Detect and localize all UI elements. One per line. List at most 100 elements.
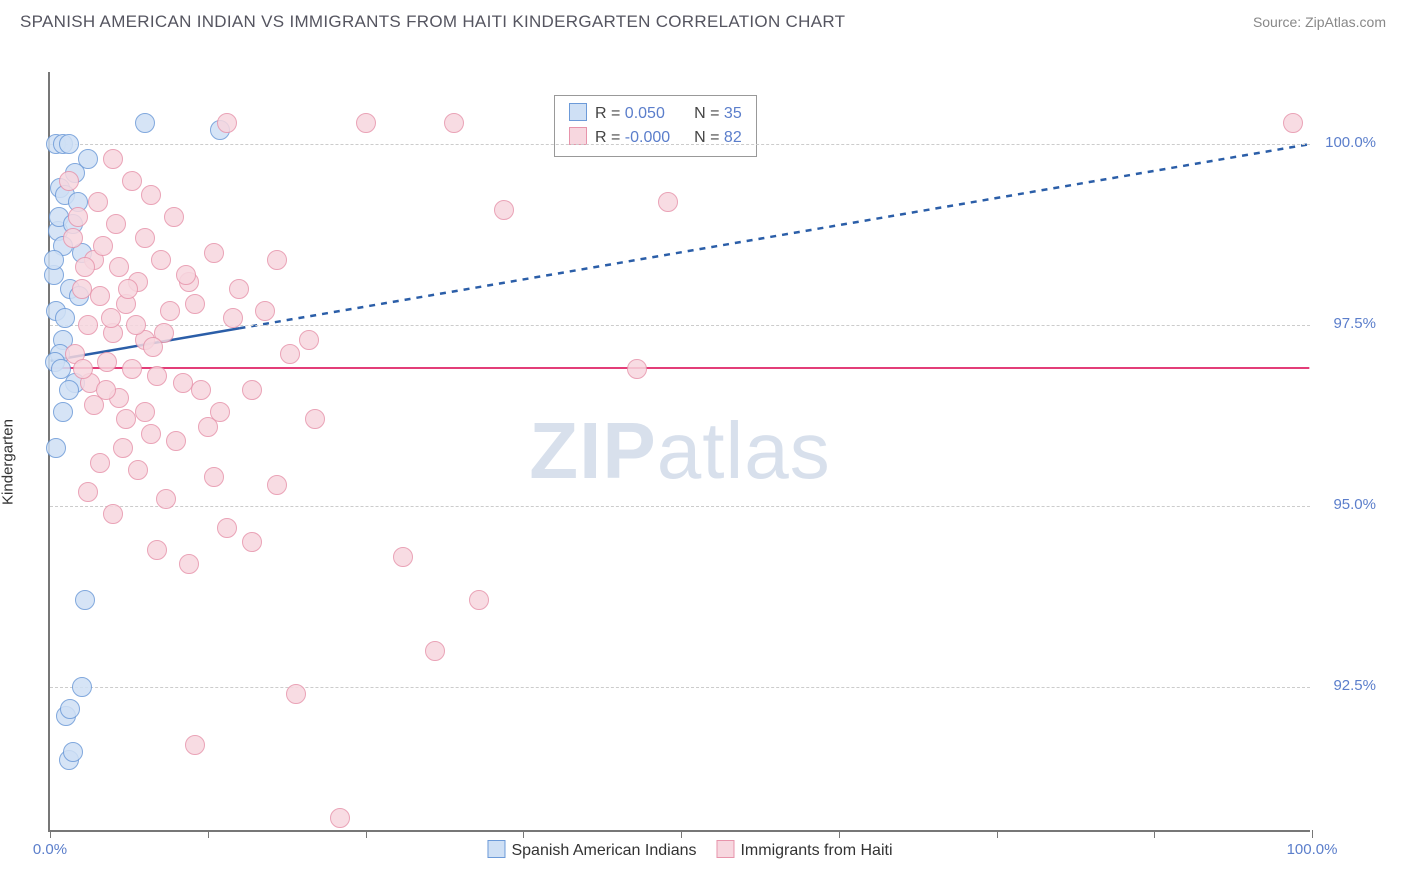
data-point xyxy=(185,735,205,755)
y-tick-label: 97.5% xyxy=(1333,315,1376,332)
data-point xyxy=(330,808,350,828)
data-point xyxy=(444,113,464,133)
data-point xyxy=(93,236,113,256)
data-point xyxy=(116,409,136,429)
legend-item: Spanish American Indians xyxy=(467,842,696,859)
legend-row: R = 0.050 N = 35 xyxy=(569,102,742,126)
data-point xyxy=(101,308,121,328)
data-point xyxy=(109,257,129,277)
data-point xyxy=(53,402,73,422)
data-point xyxy=(425,641,445,661)
data-point xyxy=(204,467,224,487)
data-point xyxy=(173,373,193,393)
data-point xyxy=(469,590,489,610)
x-tick xyxy=(681,830,682,838)
data-point xyxy=(627,359,647,379)
data-point xyxy=(255,301,275,321)
data-point xyxy=(122,171,142,191)
data-point xyxy=(280,344,300,364)
data-point xyxy=(75,590,95,610)
trend-lines-layer xyxy=(50,72,1310,830)
data-point xyxy=(156,489,176,509)
x-tick-label: 100.0% xyxy=(1287,841,1338,858)
data-point xyxy=(126,315,146,335)
series-legend: Spanish American IndiansImmigrants from … xyxy=(467,840,892,860)
data-point xyxy=(494,200,514,220)
x-tick-label: 0.0% xyxy=(33,841,67,858)
data-point xyxy=(46,438,66,458)
data-point xyxy=(135,402,155,422)
data-point xyxy=(60,699,80,719)
data-point xyxy=(305,409,325,429)
data-point xyxy=(286,684,306,704)
data-point xyxy=(141,185,161,205)
data-point xyxy=(90,286,110,306)
data-point xyxy=(78,315,98,335)
gridline xyxy=(50,506,1310,507)
gridline xyxy=(50,144,1310,145)
data-point xyxy=(106,214,126,234)
data-point xyxy=(128,460,148,480)
data-point xyxy=(103,504,123,524)
chart-container: Kindergarten ZIPatlas R = 0.050 N = 35R … xyxy=(0,42,1406,882)
data-point xyxy=(267,250,287,270)
data-point xyxy=(356,113,376,133)
data-point xyxy=(73,359,93,379)
data-point xyxy=(59,380,79,400)
x-tick xyxy=(208,830,209,838)
data-point xyxy=(160,301,180,321)
x-tick xyxy=(366,830,367,838)
data-point xyxy=(217,113,237,133)
trend-line xyxy=(239,144,1309,328)
data-point xyxy=(78,149,98,169)
data-point xyxy=(113,438,133,458)
x-tick xyxy=(1154,830,1155,838)
data-point xyxy=(229,279,249,299)
data-point xyxy=(147,540,167,560)
data-point xyxy=(135,113,155,133)
data-point xyxy=(97,352,117,372)
plot-area: ZIPatlas R = 0.050 N = 35R = -0.000 N = … xyxy=(48,72,1310,832)
data-point xyxy=(90,453,110,473)
data-point xyxy=(78,482,98,502)
x-tick xyxy=(839,830,840,838)
data-point xyxy=(267,475,287,495)
gridline xyxy=(50,687,1310,688)
y-tick-label: 95.0% xyxy=(1333,496,1376,513)
data-point xyxy=(393,547,413,567)
data-point xyxy=(122,359,142,379)
watermark: ZIPatlas xyxy=(529,405,830,497)
data-point xyxy=(223,308,243,328)
source-attribution: Source: ZipAtlas.com xyxy=(1253,14,1386,30)
data-point xyxy=(72,677,92,697)
stats-legend: R = 0.050 N = 35R = -0.000 N = 82 xyxy=(554,95,757,157)
data-point xyxy=(103,149,123,169)
legend-row: R = -0.000 N = 82 xyxy=(569,126,742,150)
x-tick xyxy=(523,830,524,838)
data-point xyxy=(179,554,199,574)
data-point xyxy=(242,380,262,400)
chart-title: SPANISH AMERICAN INDIAN VS IMMIGRANTS FR… xyxy=(20,12,845,32)
data-point xyxy=(176,265,196,285)
data-point xyxy=(210,402,230,422)
data-point xyxy=(141,424,161,444)
data-point xyxy=(166,431,186,451)
data-point xyxy=(242,532,262,552)
y-tick-label: 92.5% xyxy=(1333,677,1376,694)
data-point xyxy=(1283,113,1303,133)
data-point xyxy=(147,366,167,386)
data-point xyxy=(75,257,95,277)
x-tick xyxy=(1312,830,1313,838)
data-point xyxy=(204,243,224,263)
data-point xyxy=(72,279,92,299)
data-point xyxy=(63,228,83,248)
data-point xyxy=(185,294,205,314)
y-axis-label: Kindergarten xyxy=(0,419,17,505)
source-link[interactable]: ZipAtlas.com xyxy=(1305,14,1386,30)
data-point xyxy=(151,250,171,270)
data-point xyxy=(55,308,75,328)
data-point xyxy=(191,380,211,400)
data-point xyxy=(299,330,319,350)
legend-item: Immigrants from Haiti xyxy=(696,842,892,859)
data-point xyxy=(44,250,64,270)
